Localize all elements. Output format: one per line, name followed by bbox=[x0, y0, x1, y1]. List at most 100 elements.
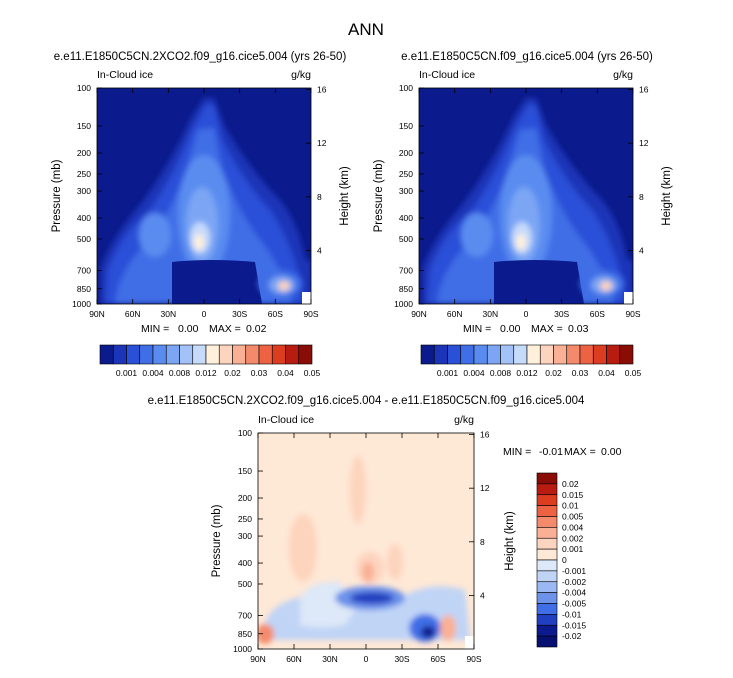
panel-2-colorbar-label: 0.004 bbox=[463, 368, 485, 378]
panel-3-colorbar-swatch bbox=[536, 494, 558, 506]
panel-1-colorbar-swatch bbox=[298, 344, 313, 365]
panel-2-side-lobe-left bbox=[461, 213, 493, 257]
panel-1-colorbar-swatch bbox=[232, 344, 247, 365]
panel-2-y-tick-label: 850 bbox=[399, 284, 413, 294]
panel-2-x-tick-label: 30S bbox=[554, 309, 569, 319]
panel-3-colorbar-swatch bbox=[536, 483, 558, 496]
page-title: ANN bbox=[348, 20, 384, 39]
panel-2-y-tick-label: 300 bbox=[399, 186, 413, 196]
panel-1-colorbar-label: 0.05 bbox=[304, 368, 321, 378]
panel-3-y-tick-label: 200 bbox=[238, 493, 252, 503]
panel-3-colorbar-swatch bbox=[536, 614, 558, 626]
panel-3-max-value: 0.00 bbox=[601, 446, 622, 458]
panel-1-y-tick-label: 700 bbox=[77, 266, 91, 276]
panel-2-colorbar-swatch bbox=[619, 344, 634, 365]
panel-2-colorbar-label: 0.05 bbox=[625, 368, 642, 378]
panel-1-x-tick-label: 60N bbox=[125, 309, 141, 319]
panel-3-y-tick-label: 700 bbox=[238, 611, 252, 621]
panel-3-colorbar-swatch bbox=[536, 505, 558, 517]
panel-3-colorbar-swatch bbox=[536, 537, 558, 550]
panel-2-colorbar-swatch bbox=[500, 344, 515, 365]
panel-3-title: e.e11.E1850C5CN.2XCO2.f09_g16.cice5.004 … bbox=[148, 395, 585, 407]
panel-2-colorbar-label: 0.04 bbox=[598, 368, 615, 378]
panel-2-y-right-tick-label: 4 bbox=[639, 245, 644, 255]
panel-1-y-tick-label: 300 bbox=[77, 186, 91, 196]
panel-3-colorbar-label: 0 bbox=[562, 555, 567, 565]
panel-3-mid-positive-right bbox=[387, 544, 403, 580]
panel-2-colorbar-swatch bbox=[592, 344, 607, 365]
panel-2: e.e11.E1850C5CN.f09_g16.cice5.004 (yrs 2… bbox=[373, 51, 673, 378]
panel-2-colorbar-swatch bbox=[566, 344, 581, 365]
panel-2-field bbox=[419, 88, 633, 304]
panel-2-y-right-tick-label: 16 bbox=[639, 85, 649, 95]
panel-2-x-tick-label: 60N bbox=[447, 309, 463, 319]
panel-1-y-right-tick-label: 8 bbox=[317, 192, 322, 202]
panel-2-x-tick-label: 90N bbox=[411, 309, 427, 319]
panel-2-colorbar-swatch bbox=[539, 344, 554, 365]
panel-1-colorbar-swatch bbox=[245, 344, 260, 365]
panel-3-colorbar-swatch bbox=[536, 624, 558, 637]
panel-3-y-tick-label: 300 bbox=[238, 531, 252, 541]
panel-1-colorbar-label: 0.001 bbox=[116, 368, 138, 378]
panel-1-max-value: 0.02 bbox=[246, 323, 267, 335]
panel-2-colorbar-swatch bbox=[513, 344, 528, 365]
panel-2-units-label: g/kg bbox=[613, 69, 633, 81]
panel-2-colorbar-label: 0.008 bbox=[490, 368, 512, 378]
panel-1-y-tick-label: 250 bbox=[77, 169, 91, 179]
panel-1-y-right-tick-label: 4 bbox=[317, 245, 322, 255]
panel-1-colorbar-label: 0.02 bbox=[224, 368, 241, 378]
panel-3-ground-mask bbox=[465, 636, 474, 649]
panel-2-southern-max bbox=[600, 281, 612, 291]
panel-3-variable-label: In-Cloud ice bbox=[258, 414, 314, 426]
panel-3-upper-positive bbox=[350, 456, 366, 524]
panel-1-colorbar: 0.001 0.004 0.008 0.012 0.02 0.03 0.04 0.05 bbox=[99, 344, 321, 378]
panel-2-colorbar-swatch bbox=[473, 344, 488, 365]
panel-1-colorbar-swatch bbox=[285, 344, 300, 365]
panel-1-x-tick-label: 30S bbox=[232, 309, 247, 319]
panel-3-colorbar-swatch bbox=[536, 516, 558, 528]
panel-3-colorbar-swatch bbox=[536, 472, 558, 485]
panel-3-max-label: MAX = bbox=[564, 446, 596, 458]
panel-3-y-tick-label: 150 bbox=[238, 466, 252, 476]
panel-3-y-tick-label: 100 bbox=[238, 428, 252, 438]
panel-1-units-label: g/kg bbox=[291, 69, 311, 81]
panel-2-colorbar-swatch bbox=[606, 344, 621, 365]
panel-3-southern-increase bbox=[440, 615, 456, 641]
panel-2-colorbar-label: 0.012 bbox=[516, 368, 538, 378]
panel-1-colorbar-swatch bbox=[179, 344, 194, 365]
panel-3-colorbar-swatch bbox=[536, 570, 558, 583]
panel-1-y-tick-label: 150 bbox=[77, 121, 91, 131]
panel-3-mid-positive-left bbox=[289, 514, 317, 582]
panel-1-y-tick-label: 200 bbox=[77, 148, 91, 158]
panel-1-y-tick-label: 850 bbox=[77, 284, 91, 294]
panel-3-colorbar-swatch bbox=[536, 592, 558, 604]
panel-3-colorbar-swatch bbox=[536, 548, 558, 561]
panel-2-max-label: MAX = bbox=[531, 323, 563, 335]
panel-3-x-tick-label: 30N bbox=[322, 654, 338, 664]
panel-2-max-value: 0.03 bbox=[568, 323, 589, 335]
panel-2-y-tick-label: 200 bbox=[399, 148, 413, 158]
panel-3-y-tick-label: 850 bbox=[238, 629, 252, 639]
panel-3-colorbar-swatch bbox=[536, 603, 558, 615]
panel-1-colorbar-swatch bbox=[126, 344, 141, 365]
panel-1-title: e.e11.E1850C5CN.2XCO2.f09_g16.cice5.004 … bbox=[54, 51, 347, 63]
panel-3-colorbar-label: 0.015 bbox=[562, 490, 584, 500]
panel-3-colorbar-swatch bbox=[536, 581, 558, 593]
panel-3-min-value: -0.01 bbox=[539, 446, 563, 458]
panel-3-y-tick-label: 250 bbox=[238, 514, 252, 524]
panel-3-y-right-tick-label: 12 bbox=[480, 483, 490, 493]
panel-2-y-tick-label: 1000 bbox=[394, 299, 413, 309]
panel-2-colorbar-swatch bbox=[526, 344, 541, 365]
panel-3-y-tick-label: 1000 bbox=[233, 644, 252, 654]
panel-1-x-tick-label: 0 bbox=[202, 309, 207, 319]
panel-1-colorbar-label: 0.03 bbox=[251, 368, 268, 378]
panel-3-colorbar-label: -0.005 bbox=[562, 599, 586, 609]
panel-3-x-tick-label: 0 bbox=[364, 654, 369, 664]
panel-1-core-max bbox=[194, 234, 204, 250]
panel-3-colorbar-label: -0.001 bbox=[562, 566, 586, 576]
panel-3-field bbox=[258, 433, 474, 649]
panel-2-y-tick-label: 250 bbox=[399, 169, 413, 179]
panel-3-colorbar-label: 0.001 bbox=[562, 544, 584, 554]
panel-3-y-tick-label: 500 bbox=[238, 579, 252, 589]
